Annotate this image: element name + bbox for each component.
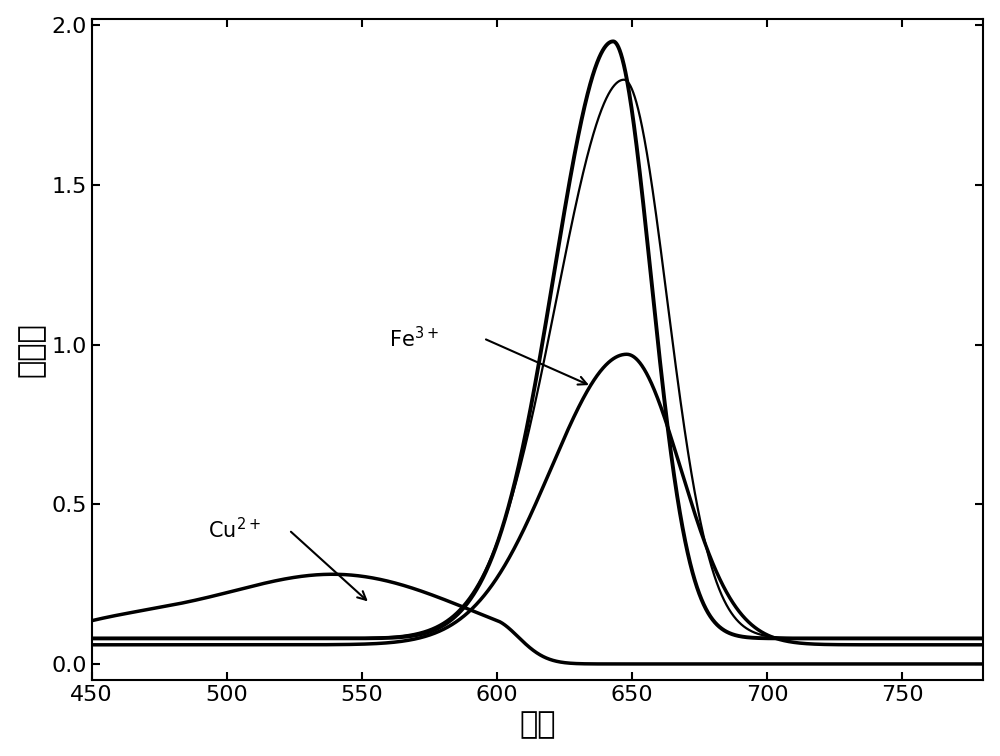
Text: Cu$^{2+}$: Cu$^{2+}$	[208, 517, 261, 543]
Y-axis label: 吸光度: 吸光度	[17, 322, 46, 376]
X-axis label: 波长: 波长	[519, 711, 556, 739]
Text: Fe$^{3+}$: Fe$^{3+}$	[389, 326, 439, 351]
